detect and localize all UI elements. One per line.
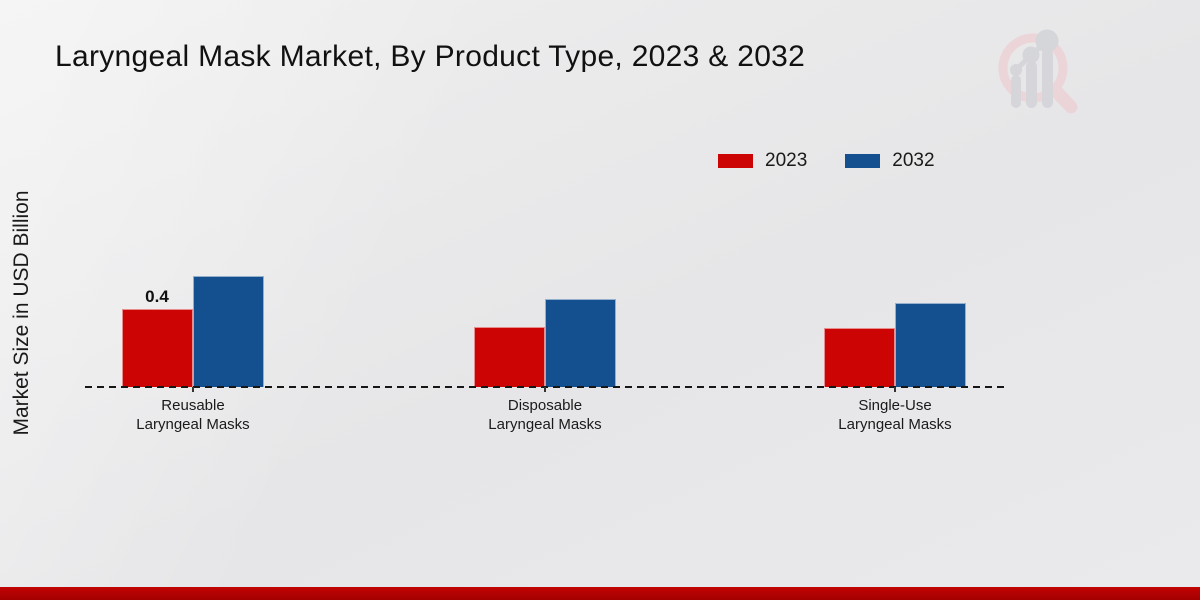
- legend: 2023 2032: [718, 150, 961, 172]
- category-label-single-use-laryngeal-masks: Single-Use Laryngeal Masks: [838, 397, 952, 433]
- category-label-disposable-laryngeal-masks: Disposable Laryngeal Masks: [488, 397, 602, 433]
- legend-swatch-2023: [718, 154, 753, 168]
- category-label-reusable-laryngeal-masks: Reusable Laryngeal Masks: [136, 397, 250, 433]
- bar-2032-reusable-laryngeal-masks: [193, 276, 264, 387]
- magnifier-bar-chart-logo-icon: [998, 29, 1078, 114]
- page-title: Laryngeal Mask Market, By Product Type, …: [55, 40, 806, 73]
- bar-2023-reusable-laryngeal-masks: [122, 309, 193, 387]
- x-axis-tick: [894, 387, 896, 392]
- x-axis-tick: [544, 387, 546, 392]
- bar-2032-single-use-laryngeal-masks: [895, 303, 966, 387]
- x-axis-tick: [192, 387, 194, 392]
- bar-2023-single-use-laryngeal-masks: [824, 328, 895, 387]
- bar-value-label: 0.4: [145, 287, 169, 306]
- bar-2023-disposable-laryngeal-masks: [474, 327, 545, 387]
- footer-accent-band: [0, 587, 1200, 600]
- bar-2032-disposable-laryngeal-masks: [545, 299, 616, 387]
- x-axis-dashed-baseline: [85, 386, 1007, 388]
- legend-label-2023: 2023: [765, 150, 808, 171]
- legend-swatch-2032: [845, 154, 881, 168]
- legend-label-2032: 2032: [892, 150, 935, 171]
